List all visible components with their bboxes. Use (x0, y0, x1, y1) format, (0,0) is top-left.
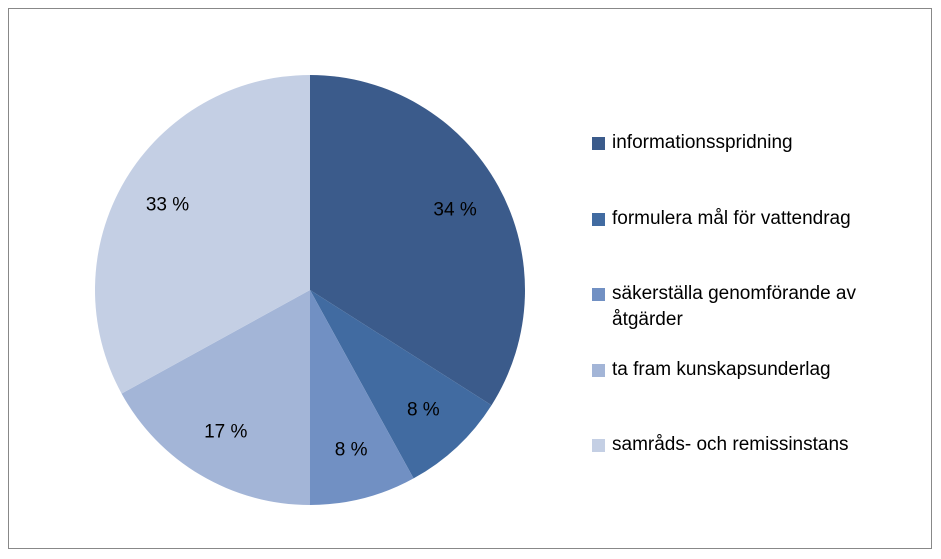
legend-item: ta fram kunskapsunderlag (592, 357, 922, 383)
legend-swatch (592, 439, 605, 453)
data-label: 8 % (335, 439, 368, 460)
legend-item: samråds- och remissinstans (592, 432, 922, 458)
pie-slice (310, 290, 414, 505)
legend-swatch (592, 363, 605, 377)
legend-swatch (592, 212, 605, 226)
legend-label: samråds- och remissinstans (612, 434, 849, 456)
data-label: 33 % (146, 195, 189, 216)
data-label: 34 % (433, 199, 476, 220)
legend-label: informationsspridning (612, 132, 793, 153)
legend-swatch (592, 288, 605, 302)
legend-item: formulera mål för vattendrag (592, 206, 922, 232)
pie-slice (310, 290, 492, 479)
legend-label: formulera mål för vattendrag (612, 207, 851, 229)
data-label: 8 % (407, 400, 440, 421)
data-label: 17 % (204, 422, 247, 443)
legend-label: ta fram kunskapsunderlag (612, 358, 831, 380)
legend-item: säkerställa genomförande av åtgärder (592, 281, 922, 333)
chart-frame (8, 8, 932, 549)
legend-item: informationsspridning (592, 130, 922, 156)
legend-label: säkerställa genomförande av åtgärder (612, 283, 856, 331)
pie-slice (121, 290, 311, 505)
pie-slice (95, 75, 311, 394)
legend-swatch (592, 137, 605, 150)
pie-slice (310, 75, 525, 406)
